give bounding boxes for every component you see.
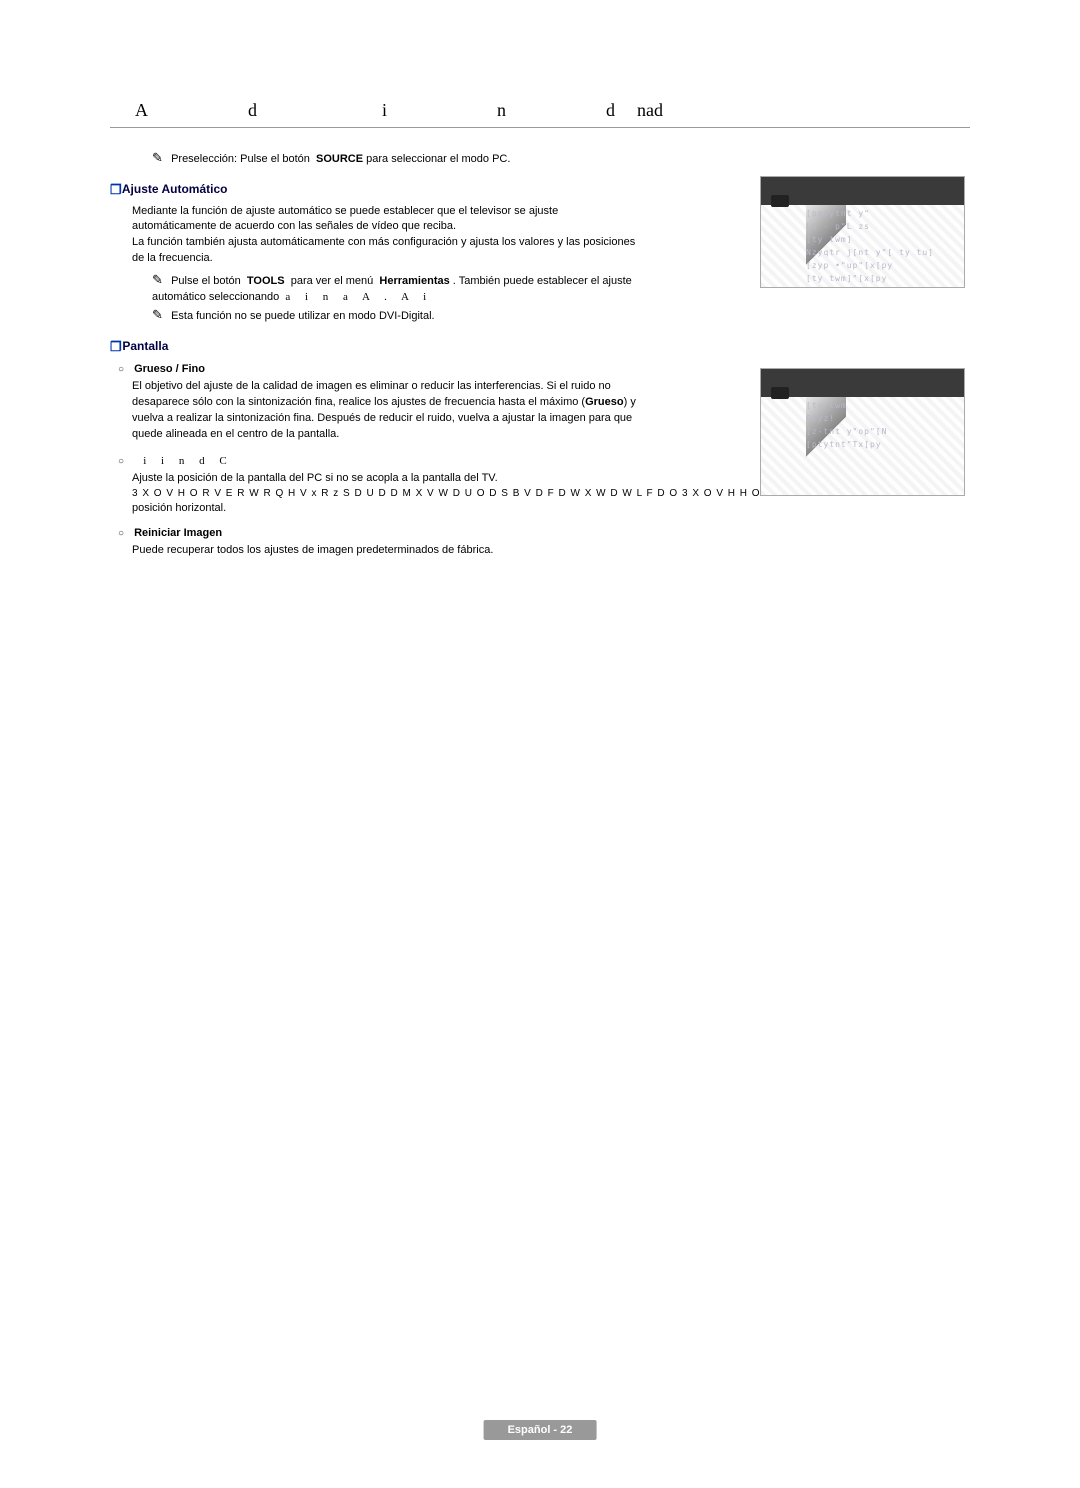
hdr-l4: n xyxy=(497,100,506,121)
pantalla-section: ❐ Pantalla xyxy=(110,339,970,355)
screenshot-pantalla: [ty twm Qtyz! [z-tnt y"op"[N [ptytnt"Tx[… xyxy=(760,368,965,496)
circle-bullet-icon: ○ xyxy=(118,456,131,467)
ajuste-note1: ✎ Pulse el botón TOOLS para ver el menú … xyxy=(152,271,642,306)
menu-line: [ty twm]"[x[py xyxy=(806,274,954,283)
note1-a: Pulse el botón xyxy=(171,275,241,287)
herramientas-label: Herramientas xyxy=(379,275,449,287)
page-footer: Español - 22 xyxy=(484,1420,597,1440)
circle-bullet-icon: ○ xyxy=(118,364,131,375)
grueso-text: El objetivo del ajuste de la calidad de … xyxy=(132,379,642,443)
hdr-l6: nad xyxy=(637,100,663,121)
pantalla-title: Pantalla xyxy=(122,339,168,353)
hdr-l2: d xyxy=(248,100,257,121)
grueso-a: El objetivo del ajuste de la calidad de … xyxy=(132,380,611,408)
posicion-p3: posición horizontal. xyxy=(132,501,970,517)
ajuste-p1: Mediante la función de ajuste automático… xyxy=(132,204,642,236)
menu-lines-1: [pqtytnt y" Lu - p"L zs [ty twm] Nzyqtr … xyxy=(806,209,954,287)
square-bullet-icon: ❐ xyxy=(110,339,119,355)
note-icon: ✎ xyxy=(152,271,168,290)
source-label: SOURCE xyxy=(316,153,363,165)
ajuste-p2: La función también ajusta automáticament… xyxy=(132,235,642,267)
preseleccion-line: ✎ Preselección: Pulse el botón SOURCE pa… xyxy=(152,148,970,168)
menu-line: Lu - p"L zs xyxy=(806,222,954,231)
menu-line: [ty twm] xyxy=(806,235,954,244)
menu-line: [pqtytnt y" xyxy=(806,209,954,218)
menu-line: [ptytnt"Tx[py xyxy=(806,440,954,449)
laptop-icon xyxy=(769,185,793,215)
grueso-title: Grueso / Fino xyxy=(134,363,205,375)
menu-line: Qtyz! xyxy=(806,414,954,423)
note1-spaced: a i n a A . A i xyxy=(285,291,432,303)
header-letters: A d i n d nad xyxy=(110,100,970,128)
circle-bullet-icon: ○ xyxy=(118,528,131,539)
footer-label: Español - xyxy=(508,1424,558,1436)
hdr-l1: A xyxy=(135,100,148,121)
menu-lines-2: [ty twm Qtyz! [z-tnt y"op"[N [ptytnt"Tx[… xyxy=(806,401,954,453)
reiniciar-text: Puede recuperar todos los ajustes de ima… xyxy=(132,543,970,559)
grueso-b: Grueso xyxy=(585,396,624,408)
ajuste-title: Ajuste Automático xyxy=(122,182,228,196)
preseleccion-suffix: para seleccionar el modo PC. xyxy=(366,153,510,165)
menu-line: [ty twm xyxy=(806,401,954,410)
menu-line: [zyp •"up"[x[py xyxy=(806,261,954,270)
menu-line: Nzyqtr j[nt y"[ ty tu] xyxy=(806,248,954,257)
reiniciar-item: ○ Reiniciar Imagen xyxy=(118,527,970,539)
footer-page: 22 xyxy=(560,1424,572,1436)
menu-line: [z-tnt y"op"[N xyxy=(806,427,954,436)
tools-label: TOOLS xyxy=(247,275,285,287)
screenshot-ajuste: [pqtytnt y" Lu - p"L zs [ty twm] Nzyqtr … xyxy=(760,176,965,288)
hdr-l5: d xyxy=(606,100,615,121)
note-icon: ✎ xyxy=(152,306,168,325)
laptop-icon xyxy=(769,377,793,407)
posicion-title: i i n d C xyxy=(143,455,232,467)
preseleccion-prefix: Preselección: Pulse el botón xyxy=(171,153,310,165)
ajuste-note2: ✎ Esta función no se puede utilizar en m… xyxy=(152,306,642,325)
reiniciar-title: Reiniciar Imagen xyxy=(134,527,222,539)
note-icon: ✎ xyxy=(152,148,168,168)
note1-b: para ver el menú xyxy=(291,275,374,287)
square-bullet-icon: ❐ xyxy=(110,182,119,198)
hdr-l3: i xyxy=(382,100,387,121)
note2-text: Esta función no se puede utilizar en mod… xyxy=(171,310,435,322)
